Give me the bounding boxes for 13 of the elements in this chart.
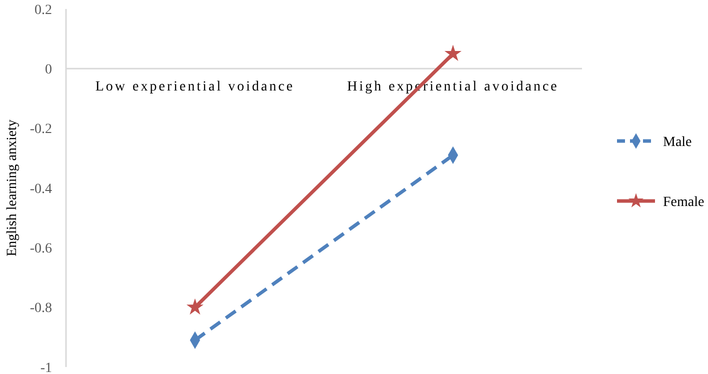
point	[444, 44, 462, 61]
legend-label: Male	[663, 134, 692, 150]
point	[186, 298, 204, 315]
x-tick-label: Low experiential voidance	[95, 80, 295, 95]
y-tick-label: -0.4	[30, 182, 52, 197]
y-tick-label: -0.8	[30, 301, 52, 316]
y-tick-label: -1	[40, 360, 52, 374]
y-tick-label: -0.6	[30, 242, 52, 257]
y-tick-label: -0.2	[30, 122, 52, 138]
y-tick-label: 0	[45, 62, 52, 78]
y-axis-title: English learning anxiety	[5, 120, 20, 256]
y-tick-label: 0.2	[34, 2, 52, 18]
legend-label: Female	[663, 194, 704, 210]
